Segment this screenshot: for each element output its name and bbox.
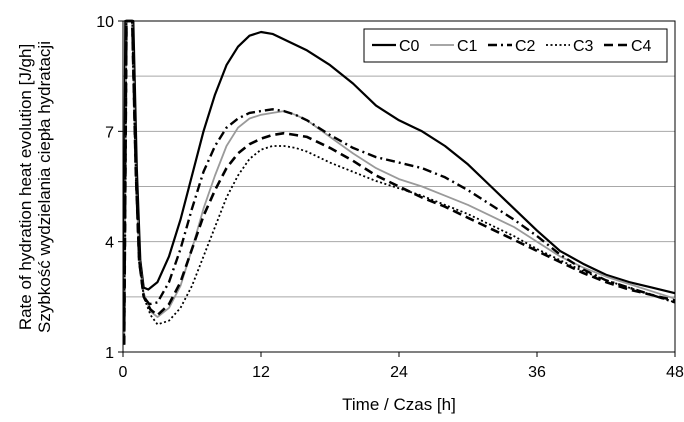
y-tick-label: 4 xyxy=(105,235,114,252)
y-tick-label: 7 xyxy=(105,124,114,141)
legend-label-c1: C1 xyxy=(457,38,478,55)
y-axis-title-line-2: Szybkość wydzielania ciepła hydratacji xyxy=(35,41,54,333)
legend-label-c4: C4 xyxy=(631,38,652,55)
x-tick-label: 36 xyxy=(528,364,546,381)
series-line-c3 xyxy=(124,21,675,345)
y-tick-label: 10 xyxy=(96,14,114,31)
legend-label-c2: C2 xyxy=(515,38,536,55)
y-axis-title-line-1: Rate of hydration heat evolution [J/gh] xyxy=(16,44,35,330)
x-tick-label: 24 xyxy=(390,364,408,381)
x-axis-ticks: 0 12 24 36 48 xyxy=(119,352,684,381)
series-line-c2 xyxy=(124,21,675,345)
x-tick-label: 12 xyxy=(252,364,270,381)
x-tick-label: 0 xyxy=(119,364,128,381)
legend-label-c0: C0 xyxy=(399,38,420,55)
series-line-c1 xyxy=(124,21,675,345)
legend: C0 C1 C2 C3 C4 xyxy=(364,29,667,62)
series-line-c4 xyxy=(124,21,675,345)
y-tick-label: 1 xyxy=(105,345,114,362)
x-tick-label: 48 xyxy=(666,364,684,381)
series-line-c0 xyxy=(124,21,675,345)
x-axis-title: Time / Czas [h] xyxy=(342,395,456,414)
y-axis-ticks: 1 4 7 10 xyxy=(96,14,123,362)
series-layer xyxy=(124,21,675,345)
legend-label-c3: C3 xyxy=(573,38,594,55)
